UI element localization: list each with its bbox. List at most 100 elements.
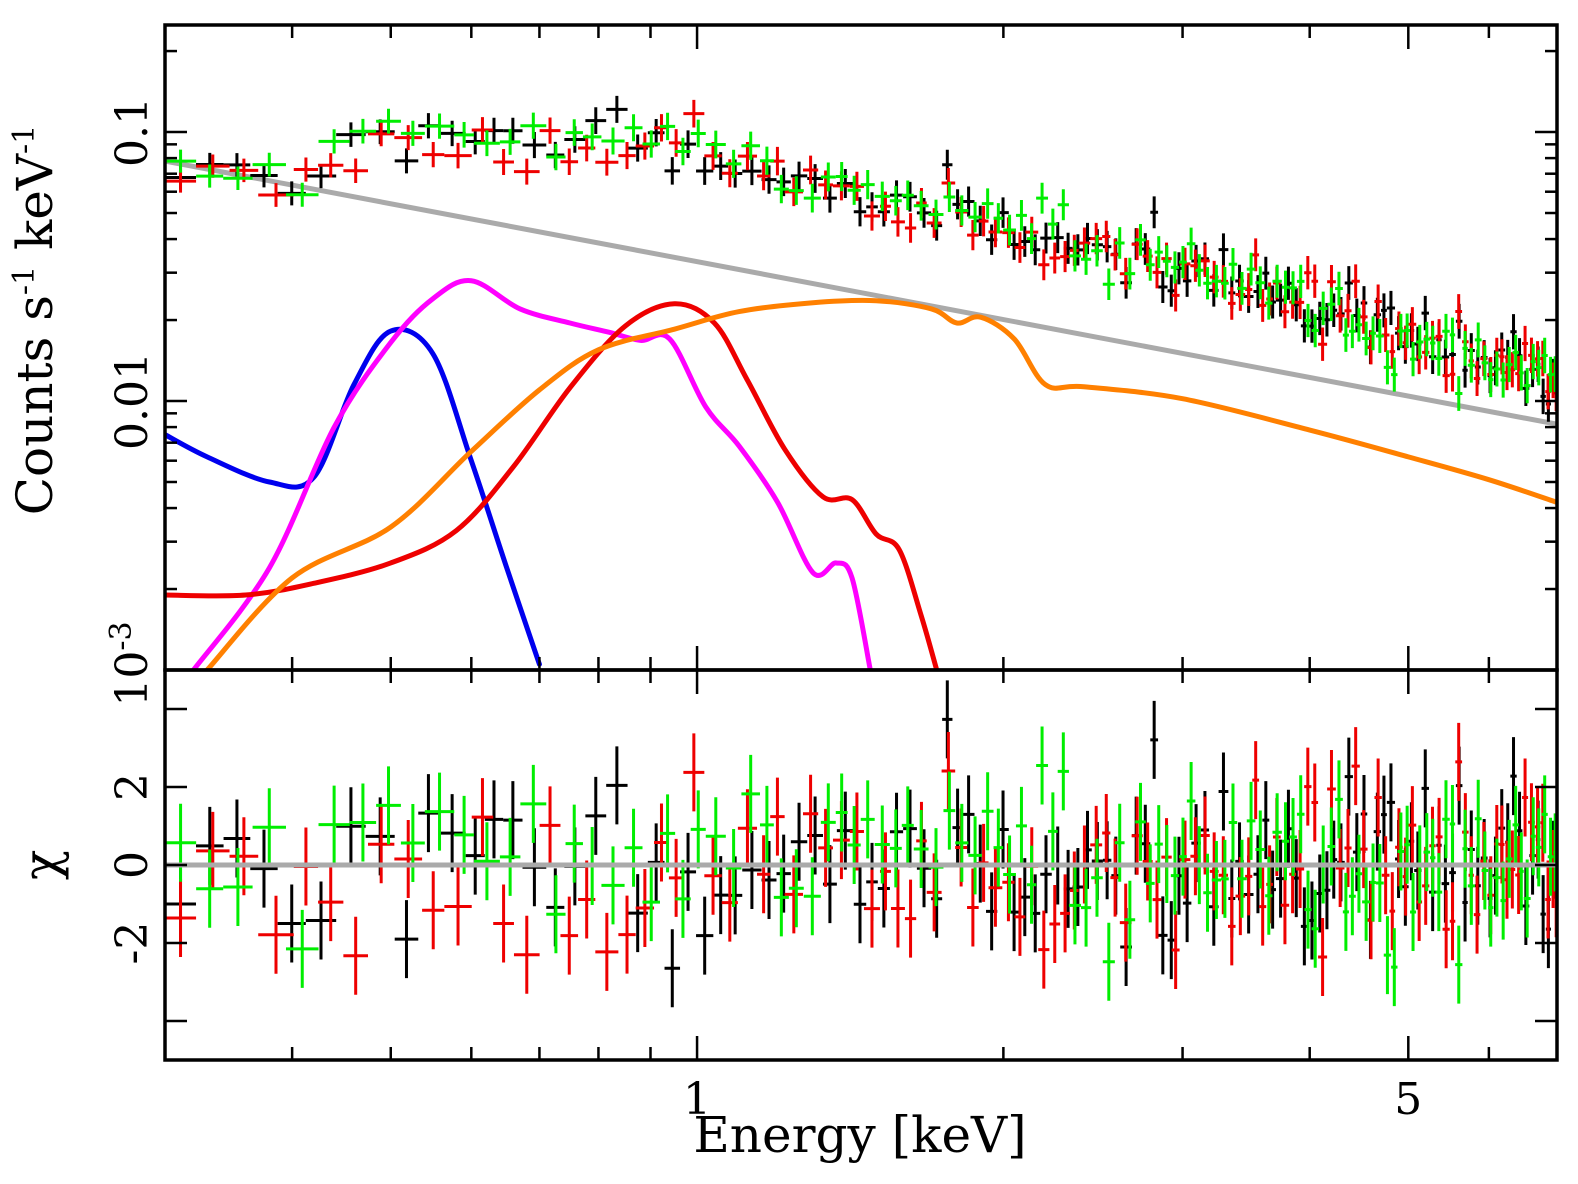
data-point: [757, 161, 771, 191]
residual-point: [1186, 762, 1196, 841]
residual-point: [1252, 741, 1260, 820]
residual-point: [1218, 836, 1229, 915]
residual-point: [835, 773, 848, 852]
data-point: [1335, 271, 1343, 306]
residual-point: [737, 789, 758, 868]
data-point: [520, 112, 547, 139]
residual-point: [1462, 809, 1468, 888]
residual-point: [1467, 846, 1475, 925]
y-tick-label: 0.01: [107, 352, 158, 450]
residual-point: [962, 775, 975, 854]
residual-point: [863, 869, 880, 948]
residual-point: [252, 788, 286, 867]
residual-point: [1265, 856, 1273, 935]
data-point: [802, 155, 819, 185]
data-point: [759, 146, 774, 175]
residual-point: [696, 896, 714, 975]
data-point: [1015, 200, 1027, 231]
residual-point: [539, 786, 561, 865]
data-point: [318, 153, 344, 178]
residual-point: [664, 929, 681, 1008]
data-point: [1304, 256, 1312, 290]
data-point: [790, 161, 808, 191]
data-point: [1467, 347, 1475, 383]
data-point: [1410, 342, 1417, 377]
data-point: [696, 157, 714, 185]
model-line-blue-component: [165, 326, 542, 667]
residual-point: [601, 846, 625, 925]
residual-point: [1057, 732, 1069, 811]
residual-point: [802, 774, 819, 853]
residual-point: [1318, 918, 1328, 997]
residual-point: [376, 766, 401, 845]
data-point: [1430, 325, 1436, 361]
residual-point: [1245, 837, 1253, 916]
data-point: [1391, 357, 1398, 392]
x-tick-label: 5: [1394, 1074, 1422, 1125]
residual-point: [1102, 794, 1111, 873]
residual-point: [890, 869, 905, 948]
data-point: [1318, 291, 1328, 326]
data-point: [318, 129, 350, 154]
data-point: [1135, 223, 1146, 256]
data-point: [1255, 266, 1266, 300]
data-point: [1449, 317, 1456, 353]
residual-point: [1348, 857, 1356, 936]
data-point: [993, 203, 1004, 234]
y-tick-label: 0: [107, 851, 158, 879]
data-point: [1449, 356, 1456, 392]
residual-point: [394, 900, 419, 979]
data-point: [223, 166, 253, 190]
residual-point: [1311, 889, 1319, 968]
residual-point: [165, 878, 197, 957]
residual-point: [1449, 784, 1456, 863]
residual-point: [742, 830, 762, 909]
residual-point: [1003, 835, 1016, 914]
data-point: [1541, 337, 1548, 374]
residual-point: [803, 857, 821, 936]
y-tick-label: 10-3: [104, 621, 158, 706]
data-point: [376, 108, 401, 134]
residual-point: [229, 817, 259, 896]
data-point: [1078, 227, 1091, 259]
data-point: [1296, 264, 1305, 298]
residual-point: [889, 809, 902, 888]
model-curves: [165, 158, 1557, 670]
residual-point: [1102, 922, 1115, 1001]
data-point: [968, 201, 982, 233]
data-point: [1057, 189, 1069, 221]
residual-point: [849, 792, 864, 871]
residual-point: [1421, 749, 1429, 828]
residual-point: [1335, 760, 1343, 839]
data-point: [618, 142, 636, 170]
data-point: [1404, 313, 1411, 348]
data-point: [1535, 349, 1542, 386]
data-point: [1416, 324, 1424, 360]
data-point: [196, 164, 224, 188]
residual-point: [1389, 872, 1396, 951]
residual-point: [1383, 916, 1392, 995]
data-point: [901, 180, 914, 211]
data-point: [1114, 227, 1125, 259]
residual-point: [1304, 870, 1312, 949]
data-point: [1311, 313, 1319, 348]
residual-point: [1259, 867, 1267, 946]
data-point: [1167, 274, 1176, 307]
data-point: [1304, 303, 1312, 338]
residual-point: [318, 863, 344, 942]
spectrum-data-points: [165, 95, 1557, 422]
data-point: [285, 182, 319, 207]
residual-point: [1342, 872, 1349, 951]
data-point: [250, 163, 278, 188]
data-point: [1272, 264, 1282, 298]
data-point: [1246, 252, 1256, 286]
residual-point: [624, 808, 643, 887]
data-point: [1442, 313, 1450, 349]
data-point: [1049, 242, 1061, 274]
residual-point: [1327, 807, 1336, 886]
model-line-red-component: [165, 301, 940, 670]
residual-point: [1170, 836, 1180, 915]
data-point: [835, 162, 848, 192]
residual-point: [1145, 844, 1155, 923]
